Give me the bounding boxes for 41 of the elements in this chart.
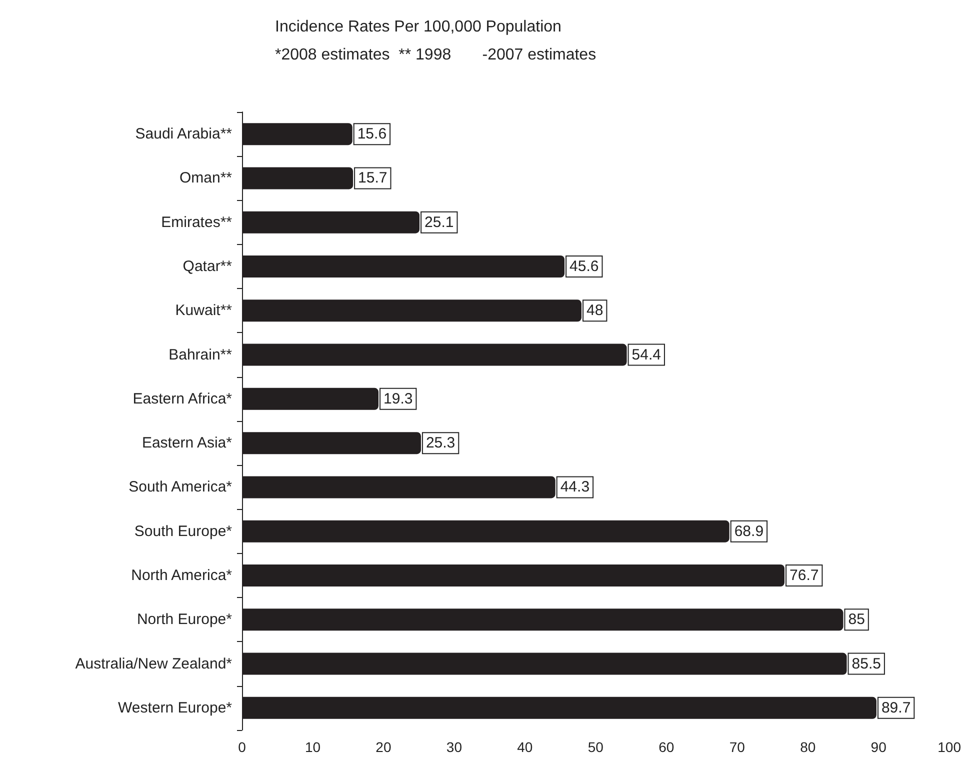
data-label: 68.9 xyxy=(734,522,764,540)
x-tick-label: 10 xyxy=(304,739,321,755)
y-tick-label: Qatar** xyxy=(182,258,232,275)
y-tick-label: Kuwait** xyxy=(175,302,232,320)
y-tick-label: Western Europe* xyxy=(118,699,232,716)
data-label: 19.3 xyxy=(384,390,413,408)
y-tick-label: South Europe* xyxy=(134,522,232,540)
x-tick-label: 50 xyxy=(588,739,604,755)
data-label: 15.7 xyxy=(358,170,388,187)
x-tick-label: 100 xyxy=(938,739,962,755)
data-label: 48 xyxy=(586,302,604,320)
y-tick-label: Bahrain** xyxy=(168,346,232,364)
x-tick-label: 80 xyxy=(800,739,816,755)
data-label: 45.6 xyxy=(570,258,599,275)
y-tick-label: Saudi Arabia** xyxy=(135,126,232,143)
chart-subtitle: *2008 estimates ** 1998 -2007 estimates xyxy=(275,46,596,64)
data-label: 85.5 xyxy=(852,655,881,672)
data-label: 44.3 xyxy=(560,478,590,496)
x-tick-label: 90 xyxy=(870,739,887,755)
data-label: 76.7 xyxy=(790,567,819,584)
y-tick-label: Eastern Asia* xyxy=(142,434,232,452)
x-tick-label: 40 xyxy=(517,739,533,755)
data-label: 89.7 xyxy=(881,699,911,716)
y-tick-label: Australia/New Zealand* xyxy=(75,655,232,672)
y-tick-label: South America* xyxy=(128,478,232,496)
data-label: 15.6 xyxy=(357,126,387,143)
y-tick-label: North Europe* xyxy=(136,611,232,628)
y-tick-label: North America* xyxy=(131,567,232,584)
data-label: 85 xyxy=(848,611,865,628)
y-tick-label: Oman** xyxy=(179,170,232,187)
y-tick-label: Eastern Africa* xyxy=(132,390,232,408)
data-label: 25.1 xyxy=(424,214,454,231)
y-tick-label: Emirates** xyxy=(161,214,232,231)
x-tick-label: 30 xyxy=(446,739,462,755)
x-tick-label: 70 xyxy=(729,739,746,755)
data-label: 25.3 xyxy=(426,434,456,452)
x-tick-label: 60 xyxy=(658,739,674,755)
x-tick-label: 0 xyxy=(238,739,246,755)
chart-title: Incidence Rates Per 100,000 Population xyxy=(275,18,562,36)
x-tick-label: 20 xyxy=(376,739,392,755)
data-label: 54.4 xyxy=(632,346,661,364)
